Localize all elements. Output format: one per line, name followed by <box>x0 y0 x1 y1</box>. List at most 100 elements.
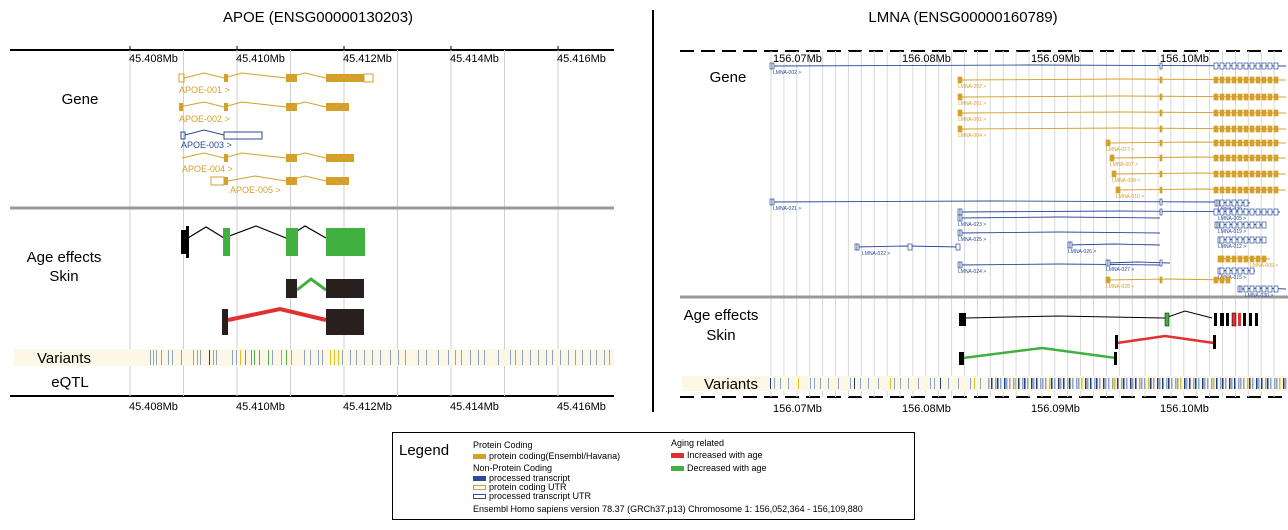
lmna-variant-mark <box>1180 378 1182 389</box>
lmna-variant-mark <box>1108 378 1110 389</box>
lmna-exon <box>1249 186 1255 194</box>
apoe-gene-track-label: Gene <box>62 91 99 108</box>
lmna-exon <box>1249 170 1255 178</box>
lmna-exon <box>1261 154 1267 162</box>
lmna-exon <box>1255 76 1261 84</box>
lmna-exon <box>1216 221 1220 229</box>
lmna-exon <box>1243 236 1249 244</box>
lmna-exon <box>1216 199 1220 207</box>
lmna-transcript-label: LMNA-019 > <box>1218 229 1246 235</box>
lmna-exon <box>1159 93 1163 101</box>
lmna-exon <box>1237 62 1243 70</box>
lmna-exon <box>1237 93 1243 101</box>
apoe-variant-mark <box>461 350 462 365</box>
lmna-exon <box>1249 154 1255 162</box>
lmna-variant-mark <box>1045 378 1047 389</box>
apoe-transcript-004: APOE-004 > <box>181 152 354 174</box>
lmna-transcript-label: LMNA-028 > <box>1106 284 1134 290</box>
lmna-exon <box>1219 76 1225 84</box>
lmna-exon <box>1213 76 1219 84</box>
lmna-variant-mark <box>1207 378 1209 389</box>
lmna-variant-mark <box>850 378 851 389</box>
lmna-age-row-2 <box>1115 334 1216 349</box>
lmna-variant-mark <box>1117 378 1119 389</box>
lmna-transcript: LMNA-009 > <box>1217 255 1278 269</box>
lmna-exon <box>1231 186 1237 194</box>
lmna-transcript-label: LMNA-022 > <box>862 251 890 257</box>
apoe-variant-mark <box>538 350 539 365</box>
lmna-exon <box>1249 76 1255 84</box>
processed-transcript-swatch <box>473 476 486 482</box>
lmna-variant-mark <box>1094 378 1096 389</box>
lmna-variant-mark <box>1213 378 1215 389</box>
lmna-variant-mark <box>1231 378 1233 389</box>
apoe-variant-mark <box>310 350 311 365</box>
lmna-variant-mark <box>1042 378 1044 389</box>
apoe-variant-mark <box>286 350 287 365</box>
lmna-variant-mark <box>1132 378 1134 389</box>
lmna-exon <box>1255 186 1261 194</box>
apoe-tick-label-bottom: 45.414Mb <box>450 401 499 413</box>
lmna-exon <box>1255 125 1261 133</box>
lmna-variant-mark <box>1060 378 1062 389</box>
apoe-variant-mark <box>181 350 182 365</box>
apoe-tick-label-top: 45.410Mb <box>236 53 285 65</box>
lmna-variant-mark <box>1069 378 1071 389</box>
apoe-tick-label-top: 45.412Mb <box>343 53 392 65</box>
lmna-exon <box>1255 221 1261 229</box>
lmna-exon <box>1255 208 1261 216</box>
lmna-exon <box>1213 208 1219 216</box>
lmna-tick-labels: 156.07Mb 156.07Mb 156.08Mb 156.08Mb 156.09Mb… <box>773 53 1209 415</box>
apoe-variant-mark <box>609 350 610 365</box>
lmna-exon <box>1243 109 1249 117</box>
lmna-exon <box>1261 62 1267 70</box>
legend-increased-item: Increased with age <box>671 450 763 461</box>
lmna-variant-mark <box>1135 378 1137 389</box>
lmna-tick-label-bottom: 156.10Mb <box>1160 403 1209 415</box>
lmna-exon <box>1249 267 1255 275</box>
lmna-gridlines <box>770 51 1275 397</box>
apoe-variant-mark <box>251 350 252 365</box>
lmna-exon <box>1107 259 1111 267</box>
lmna-variant-mark <box>1225 378 1227 389</box>
legend-protein-coding-item: protein coding(Ensembl/Havana) <box>473 451 620 462</box>
lmna-exon <box>1159 198 1163 206</box>
lmna-exon <box>1225 125 1231 133</box>
lmna-exon <box>1267 285 1273 293</box>
lmna-exon <box>1231 139 1237 147</box>
lmna-variant-mark <box>934 378 935 389</box>
lmna-tick-label-top: 156.10Mb <box>1160 53 1209 65</box>
apoe-variant-mark <box>590 350 591 365</box>
lmna-variant-mark <box>1159 378 1161 389</box>
lmna-exon <box>1225 154 1231 162</box>
apoe-variant-mark <box>470 350 471 365</box>
apoe-variant-mark <box>216 350 217 365</box>
lmna-exon <box>1225 62 1231 70</box>
apoe-gridlines <box>129 50 559 396</box>
lmna-exon <box>1159 208 1163 216</box>
lmna-exon <box>1243 221 1249 229</box>
apoe-transcript-001: APOE-001 > <box>178 72 374 95</box>
lmna-exon <box>1219 255 1225 263</box>
lmna-exon <box>1225 170 1231 178</box>
lmna-variant-mark <box>1261 378 1263 389</box>
lmna-exon <box>1255 285 1261 293</box>
lmna-exon <box>1107 276 1111 284</box>
lmna-transcript-label: LMNA-023 > <box>958 222 986 228</box>
lmna-transcript: LMNA-005 > <box>957 208 1281 222</box>
lmna-variant-mark <box>838 378 839 389</box>
lmna-exon <box>1267 109 1273 117</box>
lmna-transcript: LMNA-008 > <box>1111 170 1287 184</box>
lmna-variant-mark <box>1126 378 1128 389</box>
lmna-variant-mark <box>1114 378 1116 389</box>
apoe-variant-mark <box>510 350 511 365</box>
lmna-exon <box>1243 186 1249 194</box>
processed-transcript-utr-swatch <box>473 494 486 500</box>
lmna-intron <box>769 200 1216 203</box>
apoe-variant-mark <box>193 350 194 365</box>
lmna-transcript: LMNA-028 > <box>1105 276 1231 290</box>
lmna-variant-mark <box>780 378 781 389</box>
apoe-variant-mark <box>272 350 273 365</box>
lmna-exon <box>1225 199 1231 207</box>
lmna-transcript: LMNA-001 > <box>957 109 1287 123</box>
